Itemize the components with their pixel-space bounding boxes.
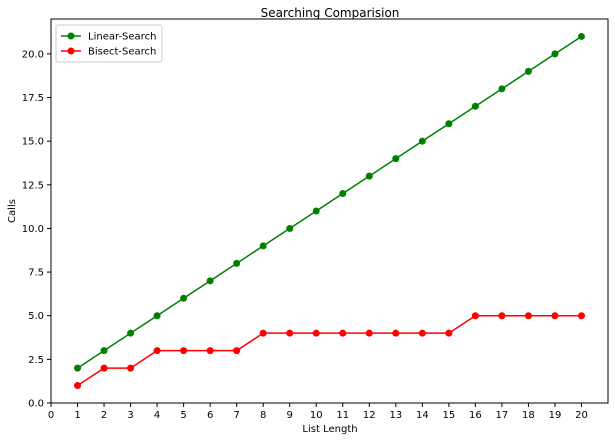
x-tick-label: 11 [336, 410, 349, 421]
data-point [524, 312, 532, 320]
data-point [365, 329, 373, 337]
x-tick-label: 1 [74, 410, 80, 421]
data-point [339, 190, 347, 198]
series-layer [74, 32, 585, 390]
legend-item: Bisect-Search [61, 47, 156, 58]
data-point [365, 172, 373, 180]
y-tick-label: 10.0 [22, 224, 44, 235]
x-tick-label: 0 [48, 410, 54, 421]
data-point [471, 312, 479, 320]
data-point [74, 364, 82, 372]
legend-box [55, 24, 163, 63]
data-point [312, 329, 320, 337]
x-axis-title: List Length [302, 424, 357, 435]
y-tick-label: 20.0 [22, 49, 44, 60]
data-point [498, 85, 506, 93]
data-point [551, 50, 559, 58]
data-point [445, 120, 453, 128]
series-linear-search [74, 32, 585, 372]
y-axis-title: Calls [7, 199, 18, 223]
plot-area [50, 18, 609, 404]
data-point [312, 207, 320, 215]
data-point [180, 347, 188, 355]
y-tick-label: 0.0 [28, 399, 44, 410]
data-point [551, 312, 559, 320]
data-point [577, 32, 585, 40]
x-axis: 0 1 2 3 4 5 6 7 8 9 10 11 12 13 14 15 16 17 18 19 20 [48, 403, 588, 421]
data-point [524, 67, 532, 75]
chart-title: Searching Comparision [261, 6, 400, 20]
x-tick-label: 20 [575, 410, 588, 421]
data-point [418, 329, 426, 337]
data-point [233, 347, 241, 355]
x-tick-label: 19 [549, 410, 562, 421]
x-tick-label: 6 [207, 410, 213, 421]
data-point [153, 312, 161, 320]
data-point [392, 329, 400, 337]
x-tick-label: 17 [496, 410, 509, 421]
y-tick-label: 12.5 [22, 180, 44, 191]
data-point [206, 347, 214, 355]
data-point [259, 329, 267, 337]
data-point [577, 312, 585, 320]
x-tick-label: 5 [180, 410, 186, 421]
data-point [286, 329, 294, 337]
series-line [77, 35, 582, 369]
data-point [100, 347, 108, 355]
x-tick-label: 16 [469, 410, 482, 421]
data-point [392, 155, 400, 163]
y-tick-label: 2.5 [28, 355, 44, 366]
x-tick-label: 2 [101, 410, 107, 421]
data-point [471, 102, 479, 110]
data-point [74, 382, 82, 390]
x-tick-label: 13 [389, 410, 402, 421]
data-point [206, 277, 214, 285]
y-axis: 0.0 2.5 5.0 7.5 10.0 12.5 15.0 17.5 20.0 [22, 49, 51, 410]
y-tick-label: 5.0 [28, 311, 44, 322]
legend-item: Linear-Search [61, 32, 156, 43]
data-point [180, 294, 188, 302]
data-point [153, 347, 161, 355]
series-bisect-search [74, 312, 585, 390]
y-tick-label: 15.0 [22, 137, 44, 148]
data-point [339, 329, 347, 337]
x-tick-label: 10 [310, 410, 323, 421]
data-point [127, 329, 135, 337]
data-point [418, 137, 426, 145]
data-point [445, 329, 453, 337]
x-tick-label: 7 [233, 410, 239, 421]
x-tick-label: 9 [287, 410, 293, 421]
data-point [259, 242, 267, 250]
legend-marker [67, 47, 75, 55]
legend-label: Linear-Search [88, 32, 156, 43]
data-point [100, 364, 108, 372]
data-point [127, 364, 135, 372]
x-tick-label: 12 [363, 410, 376, 421]
x-tick-label: 15 [442, 410, 455, 421]
data-point [498, 312, 506, 320]
y-tick-label: 17.5 [22, 93, 44, 104]
x-tick-label: 18 [522, 410, 535, 421]
data-point [233, 259, 241, 267]
data-point [286, 224, 294, 232]
series-line [77, 314, 582, 387]
x-tick-label: 8 [260, 410, 266, 421]
legend-marker [67, 32, 75, 40]
legend: Linear-Search Bisect-Search [55, 24, 163, 63]
legend-label: Bisect-Search [88, 47, 156, 58]
y-tick-label: 7.5 [28, 268, 44, 279]
x-tick-label: 4 [154, 410, 160, 421]
x-tick-label: 3 [127, 410, 133, 421]
x-tick-label: 14 [416, 410, 429, 421]
